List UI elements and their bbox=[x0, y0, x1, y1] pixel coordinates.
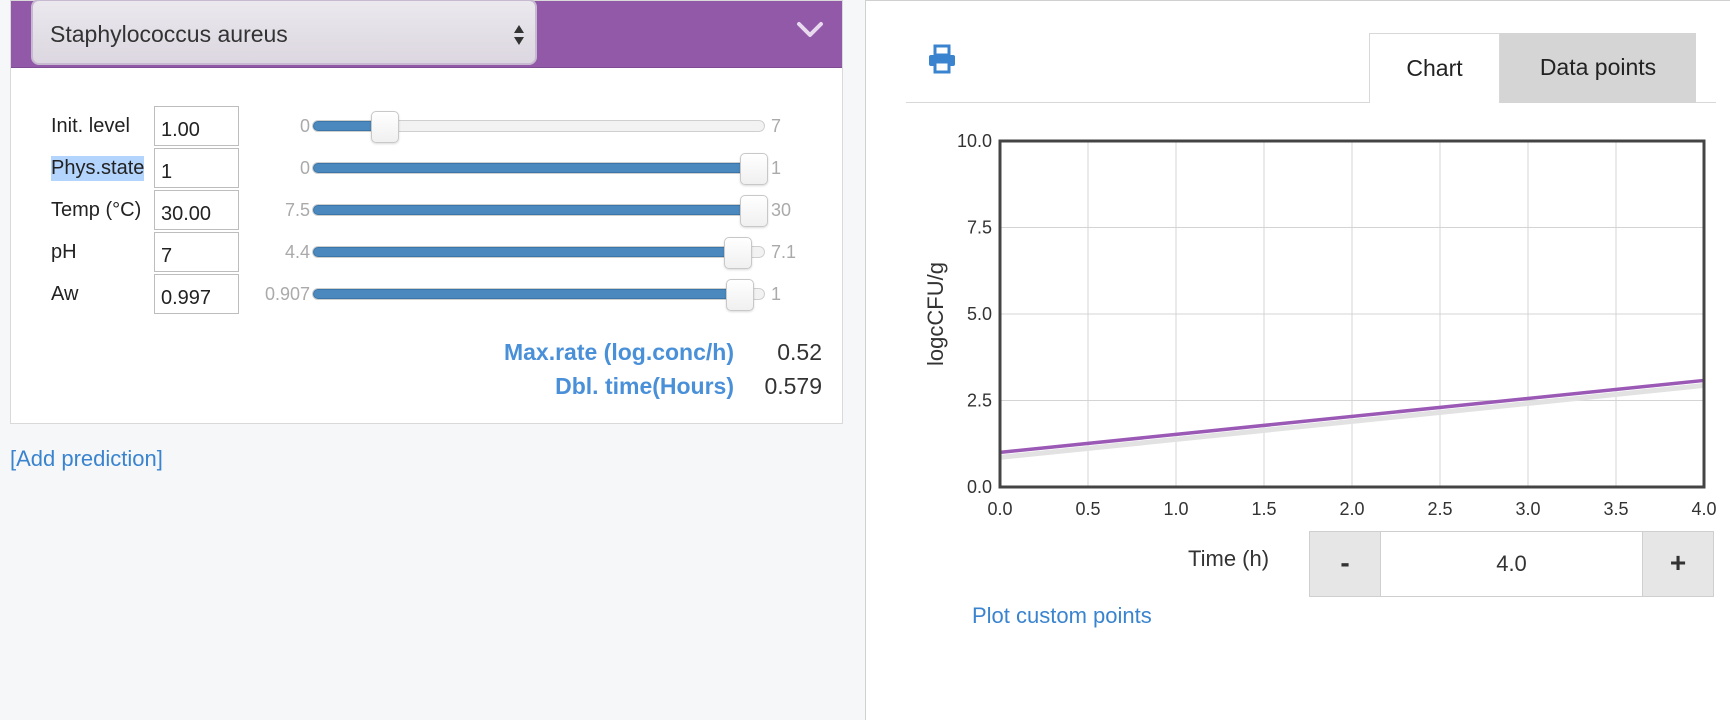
select-arrows-icon bbox=[514, 25, 524, 45]
y-tick-label: 5.0 bbox=[967, 304, 992, 324]
param-row: Init. level 0 7 bbox=[11, 106, 842, 146]
x-tick-label: 1.0 bbox=[1163, 499, 1188, 519]
param-label: Phys.state bbox=[51, 156, 145, 181]
organism-select-value: Staphylococcus aureus bbox=[50, 21, 288, 47]
param-label: Init. level bbox=[51, 115, 130, 137]
x-tick-label: 3.5 bbox=[1603, 499, 1628, 519]
panel-header: Staphylococcus aureus bbox=[11, 0, 842, 68]
time-label: Time (h) bbox=[1188, 546, 1270, 571]
slider-max-label: 30 bbox=[771, 200, 792, 220]
plot-custom-points-link[interactable]: Plot custom points bbox=[972, 603, 1152, 628]
x-tick-label: 2.5 bbox=[1427, 499, 1452, 519]
param-input[interactable] bbox=[154, 106, 239, 146]
dbl-time-value: 0.579 bbox=[764, 373, 822, 399]
tab-divider bbox=[906, 102, 1716, 103]
slider-handle[interactable] bbox=[726, 279, 754, 311]
time-input[interactable] bbox=[1381, 532, 1642, 596]
param-row: Aw 0.907 1 bbox=[11, 274, 842, 314]
param-row: pH 4.4 7.1 bbox=[11, 232, 842, 272]
tab-chart[interactable]: Chart bbox=[1369, 33, 1500, 103]
param-label: pH bbox=[51, 241, 77, 263]
slider-min-label: 7.5 bbox=[284, 200, 310, 220]
x-tick-label: 0.0 bbox=[987, 499, 1012, 519]
slider-min-label: 0.907 bbox=[264, 284, 310, 304]
slider-handle[interactable] bbox=[740, 153, 768, 185]
slider-max-label: 7.1 bbox=[771, 242, 797, 262]
print-icon[interactable] bbox=[926, 43, 958, 75]
param-input[interactable] bbox=[154, 274, 239, 314]
param-label: Aw bbox=[51, 283, 79, 305]
max-rate-row: Max.rate (log.conc/h) 0.52 bbox=[11, 339, 842, 369]
slider-min-label: 4.4 bbox=[284, 242, 310, 262]
slider-min-label: 0 bbox=[299, 158, 310, 178]
y-tick-label: 0.0 bbox=[967, 477, 992, 497]
chevron-down-icon[interactable] bbox=[796, 20, 824, 40]
slider-max-label: 1 bbox=[771, 284, 782, 304]
x-tick-label: 4.0 bbox=[1691, 499, 1716, 519]
series-shadow bbox=[999, 382, 1705, 460]
slider-max-label: 1 bbox=[771, 158, 782, 178]
x-tick-label: 1.5 bbox=[1251, 499, 1276, 519]
param-row: Phys.state 0 1 bbox=[11, 148, 842, 188]
slider-min-label: 0 bbox=[299, 116, 310, 136]
slider-max-label: 7 bbox=[771, 116, 782, 136]
plot-frame bbox=[998, 139, 1706, 489]
tab-data-points[interactable]: Data points bbox=[1500, 33, 1696, 103]
param-slider[interactable] bbox=[312, 279, 765, 311]
slider-fill bbox=[313, 205, 754, 215]
slider-handle[interactable] bbox=[740, 195, 768, 227]
max-rate-label: Max.rate (log.conc/h) bbox=[503, 339, 734, 365]
x-tick-label: 3.0 bbox=[1515, 499, 1540, 519]
organism-select[interactable]: Staphylococcus aureus bbox=[31, 0, 537, 65]
x-tick-label: 2.0 bbox=[1339, 499, 1364, 519]
time-stepper: - + bbox=[1309, 531, 1714, 597]
chart-panel: Chart Data points 0.0 0.5 1.0 1.5 2.0 2.5 3.0 3… bbox=[865, 0, 1730, 720]
x-tick-label: 0.5 bbox=[1075, 499, 1100, 519]
param-input[interactable] bbox=[154, 148, 239, 188]
slider-fill bbox=[313, 163, 754, 173]
y-axis-label: logcCFU/g bbox=[923, 262, 948, 366]
slider-fill bbox=[313, 247, 738, 257]
y-tick-label: 7.5 bbox=[967, 218, 992, 238]
param-slider[interactable] bbox=[312, 237, 765, 269]
slider-handle[interactable] bbox=[371, 111, 399, 143]
growth-chart: 0.0 0.5 1.0 1.5 2.0 2.5 3.0 3.5 4.0 0.0 2.5 5.0 7.5 1… bbox=[923, 131, 1716, 519]
prediction-panel: Staphylococcus aureus Init. level 0 7 Phys.… bbox=[10, 0, 843, 424]
param-input[interactable] bbox=[154, 232, 239, 272]
add-prediction-link[interactable]: [Add prediction] bbox=[10, 446, 163, 471]
dbl-time-row: Dbl. time(Hours) 0.579 bbox=[11, 373, 842, 403]
param-slider[interactable] bbox=[312, 111, 765, 143]
param-row: Temp (°C) 7.5 30 bbox=[11, 190, 842, 230]
slider-handle[interactable] bbox=[724, 237, 752, 269]
y-tick-label: 10.0 bbox=[957, 131, 992, 151]
time-decrement-button[interactable]: - bbox=[1310, 532, 1381, 596]
slider-fill bbox=[313, 289, 740, 299]
param-slider[interactable] bbox=[312, 153, 768, 185]
y-tick-label: 2.5 bbox=[967, 391, 992, 411]
param-slider[interactable] bbox=[312, 195, 768, 227]
dbl-time-label: Dbl. time(Hours) bbox=[555, 373, 734, 399]
param-input[interactable] bbox=[154, 190, 239, 230]
series-line bbox=[999, 378, 1705, 455]
param-label: Temp (°C) bbox=[51, 199, 142, 221]
time-increment-button[interactable]: + bbox=[1642, 532, 1713, 596]
max-rate-value: 0.52 bbox=[777, 339, 822, 365]
